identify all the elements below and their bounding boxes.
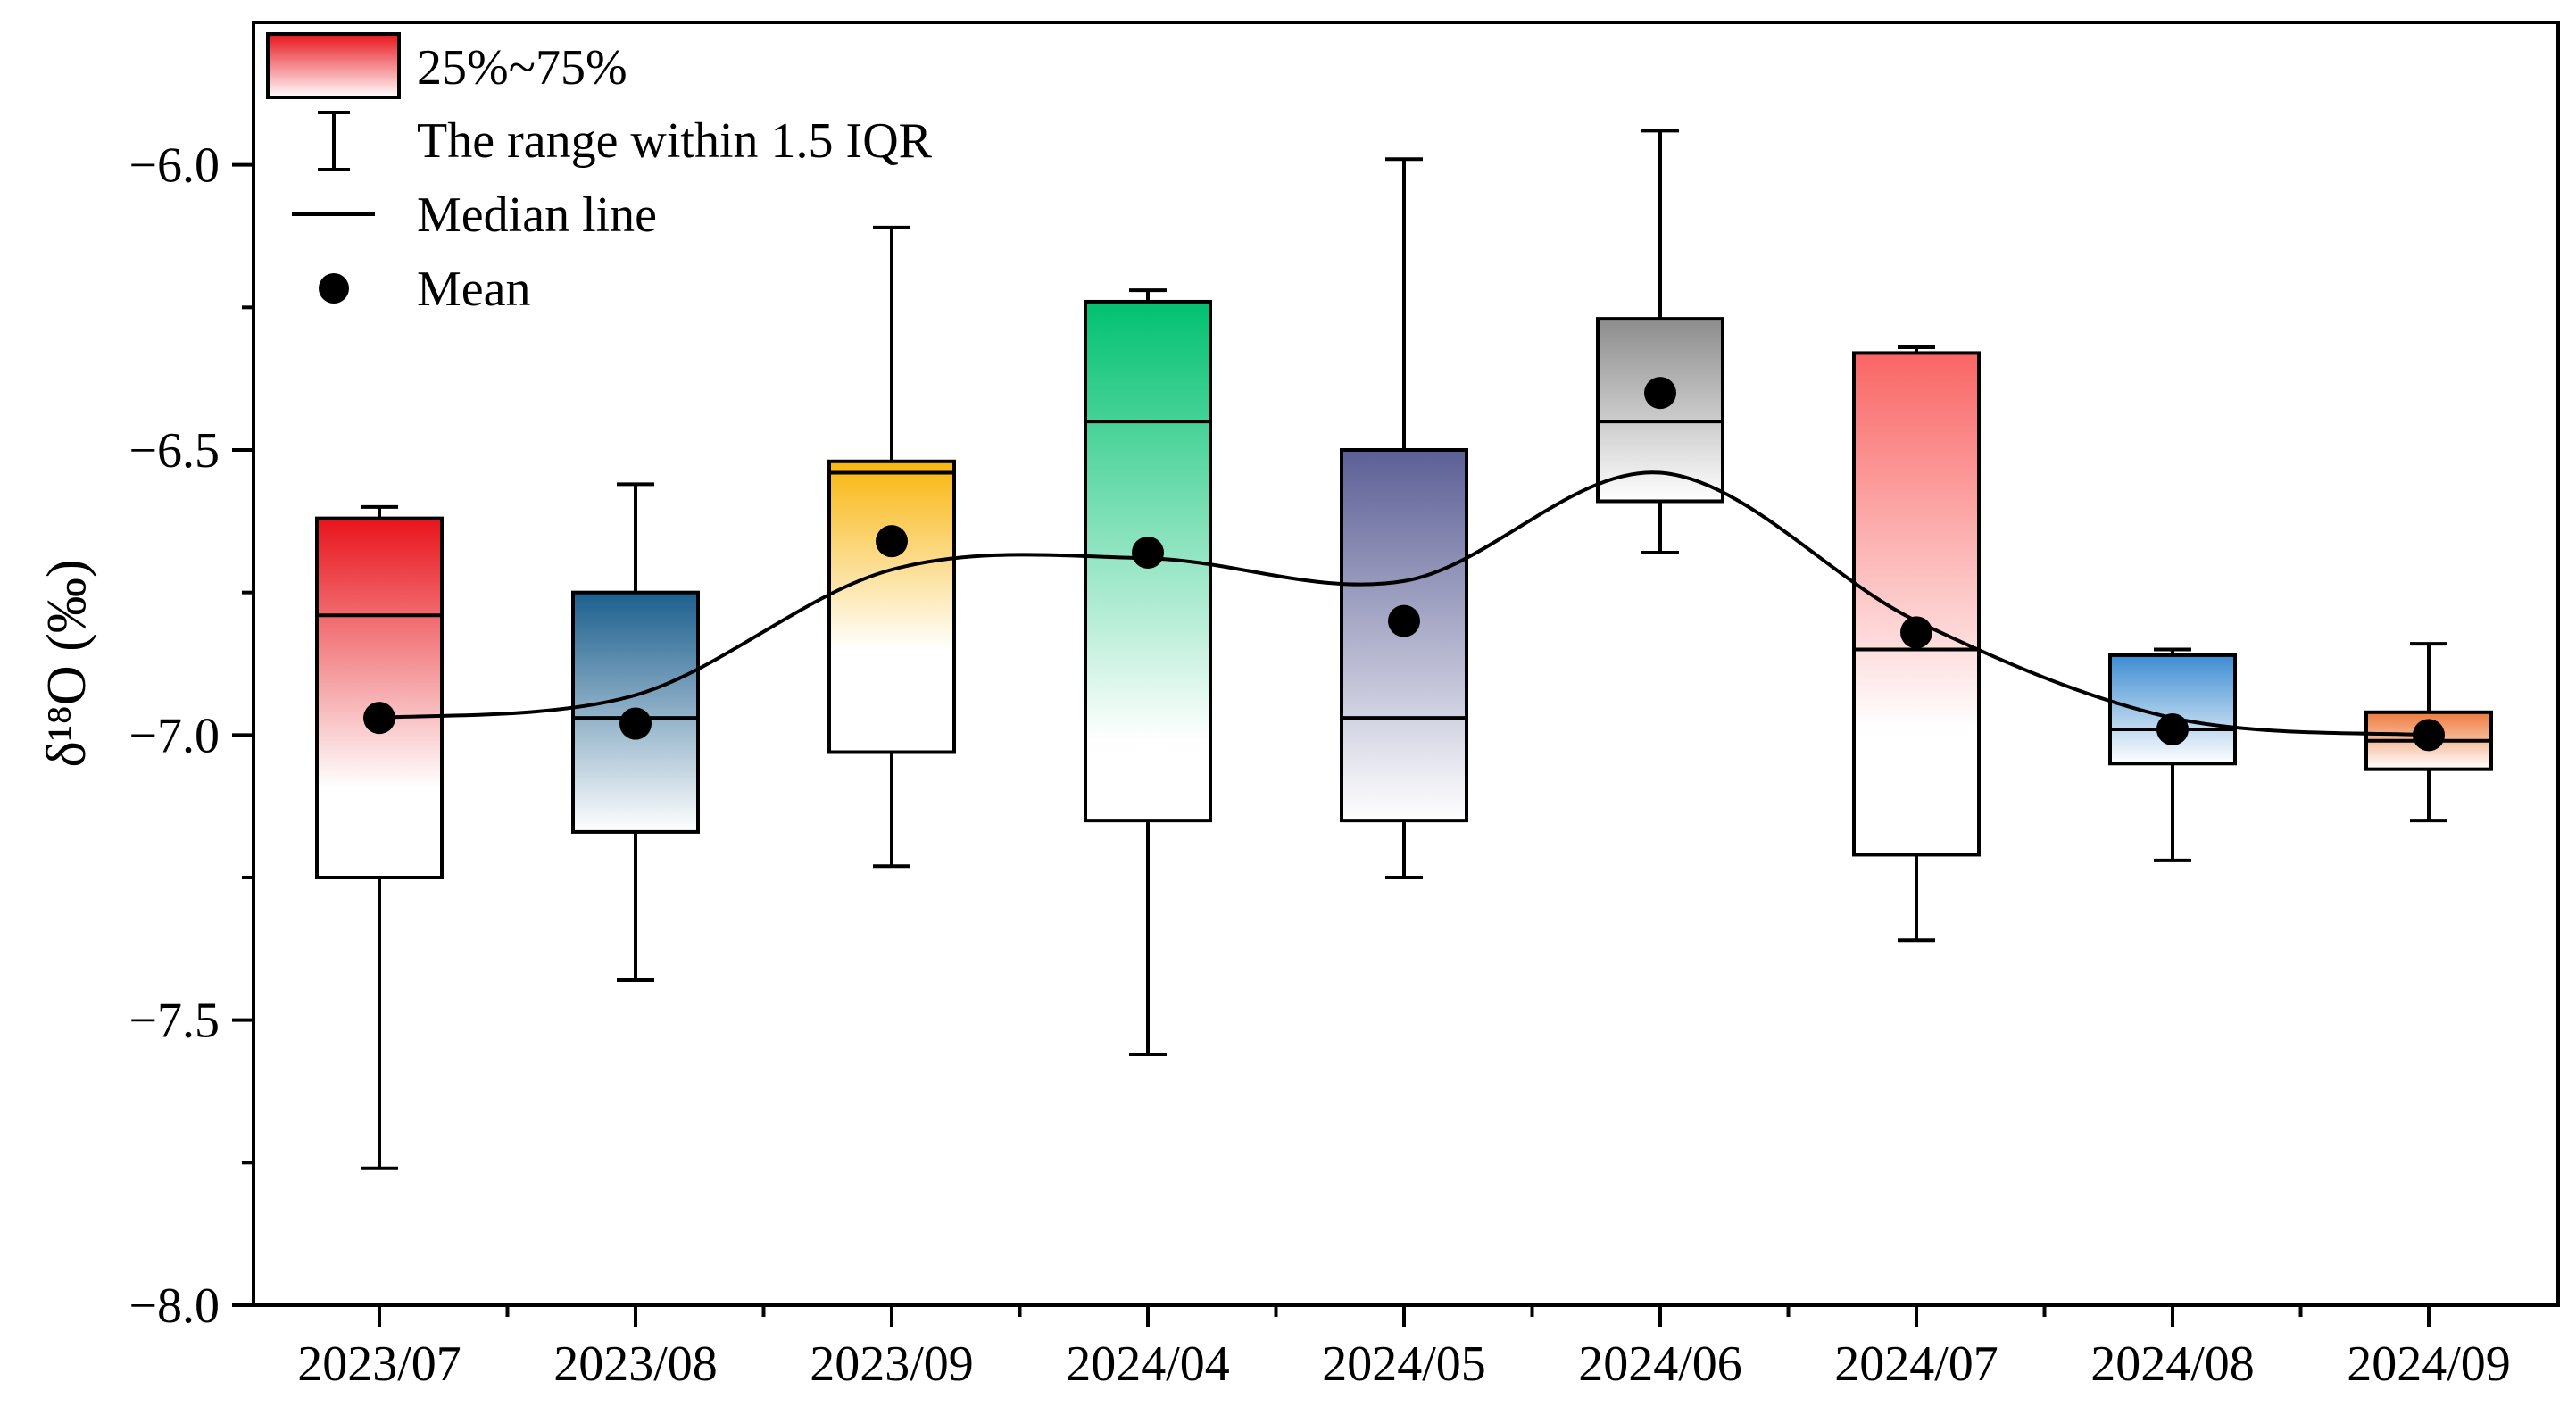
x-tick-label: 2024/07 (1834, 1336, 1998, 1392)
y-tick-label: −6.5 (129, 423, 220, 479)
means-layer (363, 377, 2445, 752)
iqr-box (827, 459, 956, 754)
legend-box-swatch (266, 32, 401, 99)
box-2024-08 (2108, 647, 2237, 862)
legend: 25%~75% The range within 1.5 IQR Median li… (266, 32, 933, 317)
y-tick-label: −7.0 (129, 708, 220, 763)
mean-dot-2023-08 (619, 707, 652, 740)
iqr-box (2108, 653, 2237, 766)
box-2024-04 (1084, 288, 1212, 1056)
iqr-box (1340, 448, 1468, 823)
legend-label: 25%~75% (417, 40, 627, 96)
x-tick-label: 2024/09 (2347, 1336, 2511, 1392)
x-tick-label: 2023/09 (810, 1336, 974, 1392)
mean-dot-2024-06 (1644, 377, 1676, 410)
mean-dot-2024-08 (2156, 712, 2189, 745)
box-2024-05 (1340, 157, 1468, 879)
iqr-box (1596, 317, 1724, 504)
mean-dot-2024-04 (1132, 536, 1164, 569)
mean-dot-2024-09 (2413, 719, 2445, 752)
box-2023-09 (827, 225, 956, 869)
iqr-box (571, 590, 700, 834)
iqr-box (315, 516, 444, 879)
axes-layer: −8.0 −7.5 −7.0 −6.5 −6.0 2023/07 2023/08 2023/0… (129, 138, 2510, 1392)
x-tick-label: 2024/08 (2090, 1336, 2255, 1392)
x-tick-label: 2024/06 (1578, 1336, 1742, 1392)
mean-dot-2023-07 (363, 702, 395, 735)
box-2023-07 (315, 504, 444, 1170)
mean-dot-2023-09 (876, 525, 908, 558)
y-axis-title: δ¹⁸O (‰) (37, 560, 97, 768)
legend-label: Mean (417, 262, 531, 317)
legend-label: Median line (417, 187, 657, 243)
y-tick-label: −8.0 (129, 1278, 220, 1334)
mean-trend-line (378, 470, 2430, 737)
y-tick-label: −7.5 (129, 994, 220, 1049)
legend-mean-symbol (319, 273, 349, 304)
x-tick-label: 2023/08 (553, 1336, 718, 1392)
box-2024-06 (1596, 129, 1724, 554)
y-tick-label: −6.0 (129, 138, 220, 194)
x-tick-label: 2024/05 (1322, 1336, 1486, 1392)
legend-label: The range within 1.5 IQR (417, 113, 933, 169)
boxes-layer (315, 129, 2493, 1170)
iqr-box (1852, 351, 1981, 857)
box-2024-07 (1852, 345, 1981, 943)
x-tick-label: 2024/04 (1066, 1336, 1230, 1392)
mean-dot-2024-07 (1900, 616, 1932, 649)
mean-dot-2024-05 (1388, 604, 1420, 637)
x-tick-label: 2023/07 (297, 1336, 461, 1392)
